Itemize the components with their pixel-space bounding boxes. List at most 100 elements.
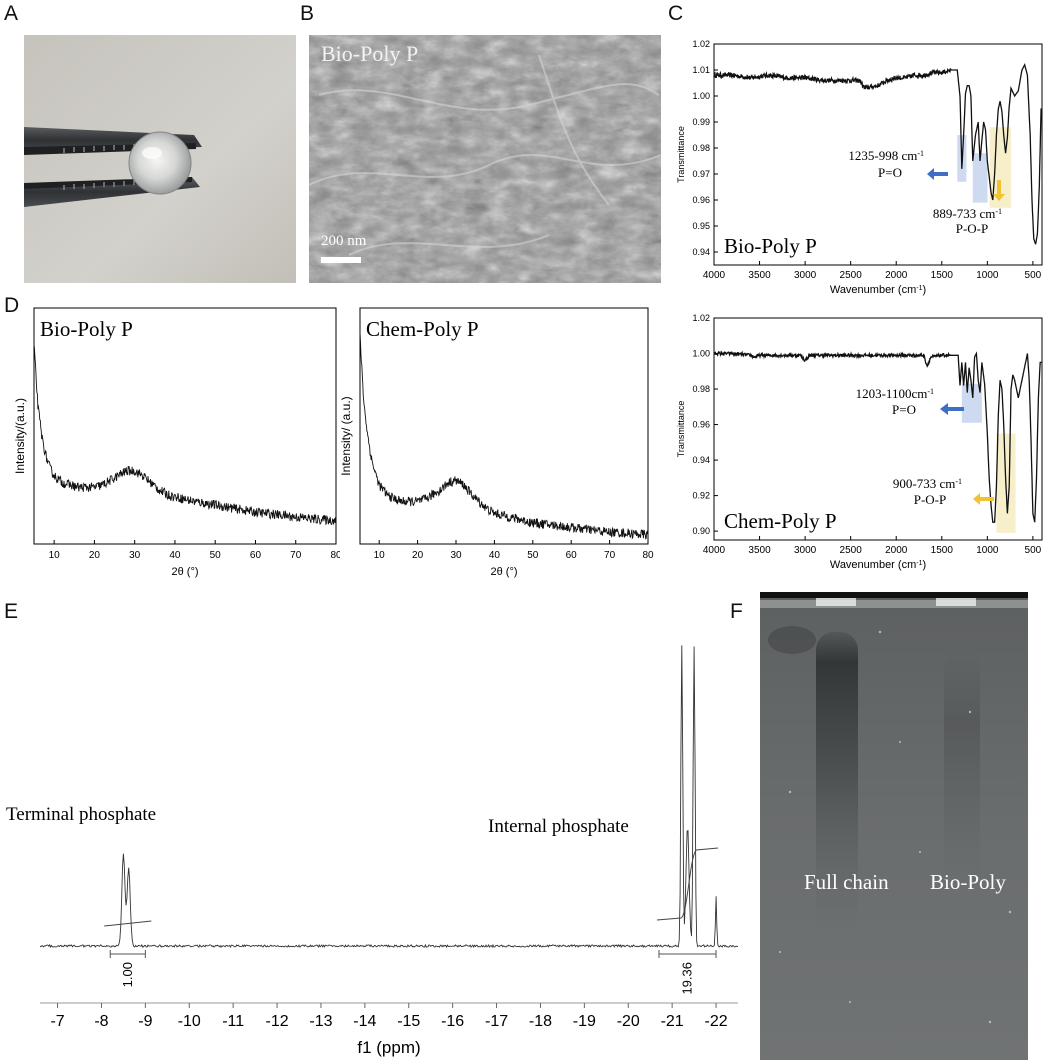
- xrd-chem-xtick-7: 80: [642, 550, 654, 561]
- xrd-chem-xtick-1: 20: [412, 550, 424, 561]
- nmr-xtick-0: -7: [50, 1013, 64, 1030]
- xrd-bio-chart: 10 20 30 40 50 60 70 80 2θ (°) Intensity/(a.u.) Bi…: [13, 307, 340, 578]
- xrd-chem-ylabel: Intensity/ (a.u.): [339, 396, 353, 475]
- ftir-chem-ylabel: Transmittance: [676, 401, 686, 458]
- nmr-xtick-15: -22: [704, 1013, 727, 1030]
- ftir-bio-title: Bio-Poly P: [724, 234, 817, 258]
- xrd-bio-xtick-4: 50: [210, 550, 222, 561]
- ftir-bio-xtick-1: 3500: [748, 270, 771, 281]
- ftir-chem-annotation-po: 1203-1100cm-1: [856, 386, 934, 401]
- gel-image: Full chain Bio-Poly: [760, 592, 1028, 1060]
- ftir-chem-frame: [713, 317, 1043, 541]
- ftir-chem-ytick-2: 0.94: [692, 455, 710, 465]
- xrd-bio-xtick-1: 20: [89, 550, 101, 561]
- xrd-bio-xtick-3: 40: [169, 550, 181, 561]
- ftir-bio-series-line: [713, 63, 1042, 245]
- ftir-chem-yellow-arrow: [973, 493, 994, 505]
- lane-label-full-chain: Full chain: [804, 870, 889, 894]
- ftir-bio-xtick-7: 500: [1025, 270, 1042, 281]
- ftir-bio-ytick-6: 1.00: [692, 91, 710, 101]
- ftir-chem-annotation-pop-group: P-O-P: [914, 492, 947, 507]
- ftir-bio-ytick-3: 0.97: [692, 169, 710, 179]
- ftir-chem-ytick-5: 1.00: [692, 349, 710, 359]
- xrd-bio-xtick-0: 10: [49, 550, 61, 561]
- xrd-bio-frame: [33, 307, 337, 545]
- ftir-chem-ytick-6: 1.02: [692, 313, 710, 323]
- nmr-integral-value-0: 1.00: [120, 962, 135, 987]
- ftir-bio-annotation-po-group: P=O: [878, 165, 902, 180]
- ftir-chem-xtick-2: 3000: [794, 545, 817, 556]
- xrd-chem-chart: 10 20 30 40 50 60 70 80 2θ (°) Intensity/ (a.u.) C…: [339, 307, 654, 578]
- ftir-bio-xlabel: Wavenumber (cm-1): [830, 284, 926, 296]
- sem-label: Bio-Poly P: [321, 41, 419, 66]
- nmr-xlabel: f1 (ppm): [357, 1038, 420, 1057]
- nmr-xtick-14: -21: [661, 1013, 684, 1030]
- ftir-chem-ytick-0: 0.90: [692, 526, 710, 536]
- xrd-chem-series-line: [359, 332, 649, 540]
- ftir-bio-xtick-0: 4000: [703, 270, 726, 281]
- ftir-bio-chart: 0.94 0.95 0.96 0.97 0.98 0.99 1.00 1.01 1.02 4000…: [676, 39, 1043, 296]
- ftir-chem-band-0: [961, 383, 982, 423]
- nmr-peak-label-terminal: Terminal phosphate: [6, 804, 156, 825]
- xrd-chem-xtick-4: 50: [527, 550, 539, 561]
- xrd-bio-xtick-2: 30: [129, 550, 141, 561]
- xrd-bio-title: Bio-Poly P: [40, 317, 133, 341]
- ftir-bio-ytick-0: 0.94: [692, 247, 710, 257]
- ftir-bio-ytick-5: 0.99: [692, 117, 710, 127]
- ftir-chem-annotation-po-group: P=O: [892, 402, 916, 417]
- panel-c-letter: C: [668, 2, 684, 25]
- panel-e-letter: E: [4, 600, 19, 623]
- xrd-bio-series-line: [33, 343, 337, 526]
- ftir-chem-xlabel: Wavenumber (cm-1): [830, 559, 926, 571]
- nmr-xtick-2: -9: [138, 1013, 152, 1030]
- sem-image: Bio-Poly P 200 nm: [309, 35, 661, 283]
- xrd-chem-xtick-0: 10: [374, 550, 386, 561]
- nmr-xtick-5: -12: [265, 1013, 288, 1030]
- xrd-bio-xtick-5: 60: [250, 550, 262, 561]
- nmr-xtick-1: -8: [94, 1013, 108, 1030]
- ftir-chem-xtick-5: 1500: [931, 545, 954, 556]
- ftir-chem-ytick-1: 0.92: [692, 491, 710, 501]
- ftir-chem-chart: 0.90 0.92 0.94 0.96 0.98 1.00 1.02 4000 3500 3000…: [676, 313, 1043, 571]
- nmr-spectrum: -7 -8 -9 -10 -11 -12 -13 -14 -15 -16 -17 -18 -19 -20 -…: [6, 645, 739, 1057]
- ftir-bio-ytick-1: 0.95: [692, 221, 710, 231]
- xrd-bio-ylabel: Intensity/(a.u.): [13, 398, 27, 474]
- xrd-chem-xlabel: 2θ (°): [490, 566, 517, 578]
- ftir-bio-annotation-pop-group: P-O-P: [956, 221, 989, 236]
- ftir-bio-xtick-3: 2500: [840, 270, 863, 281]
- ftir-chem-series-line: [713, 350, 1042, 523]
- nmr-xtick-6: -13: [309, 1013, 332, 1030]
- ftir-chem-xtick-6: 1000: [976, 545, 999, 556]
- ftir-chem-xtick-0: 4000: [703, 545, 726, 556]
- nmr-xtick-10: -17: [485, 1013, 508, 1030]
- panel-a-letter: A: [4, 2, 19, 25]
- xrd-bio-xtick-6: 70: [290, 550, 302, 561]
- ftir-bio-blue-arrow: [927, 168, 948, 180]
- ftir-bio-frame: [713, 43, 1043, 266]
- ftir-bio-ylabel: Transmittance: [676, 126, 686, 183]
- ftir-bio-ytick-8: 1.02: [692, 39, 710, 49]
- nmr-xtick-4: -11: [222, 1013, 244, 1030]
- nmr-xtick-12: -19: [573, 1013, 596, 1030]
- ftir-bio-band-1: [972, 153, 988, 203]
- panel-b-letter: B: [300, 2, 315, 25]
- nmr-integral-value-1: 19.36: [680, 962, 695, 995]
- ftir-bio-ytick-2: 0.96: [692, 195, 710, 205]
- xrd-bio-xlabel: 2θ (°): [171, 566, 198, 578]
- ftir-bio-xtick-5: 1500: [931, 270, 954, 281]
- nmr-xtick-13: -20: [617, 1013, 640, 1030]
- ftir-chem-title: Chem-Poly P: [724, 509, 837, 533]
- ftir-bio-xtick-6: 1000: [976, 270, 999, 281]
- xrd-chem-title: Chem-Poly P: [366, 317, 479, 341]
- nmr-xtick-11: -18: [529, 1013, 552, 1030]
- nmr-xtick-8: -15: [397, 1013, 420, 1030]
- nmr-peak-label-internal: Internal phosphate: [488, 816, 629, 837]
- nmr-integral-curve-1: [656, 847, 719, 921]
- panel-f-letter: F: [730, 600, 743, 623]
- ftir-bio-annotation-pop: 889-733 cm-1: [933, 206, 1002, 221]
- nmr-xtick-3: -10: [178, 1013, 201, 1030]
- ftir-bio-annotation-po: 1235-998 cm-1: [848, 148, 924, 163]
- xrd-chem-xtick-3: 40: [489, 550, 501, 561]
- ftir-bio-ytick-4: 0.98: [692, 143, 710, 153]
- xrd-chem-xtick-6: 70: [604, 550, 616, 561]
